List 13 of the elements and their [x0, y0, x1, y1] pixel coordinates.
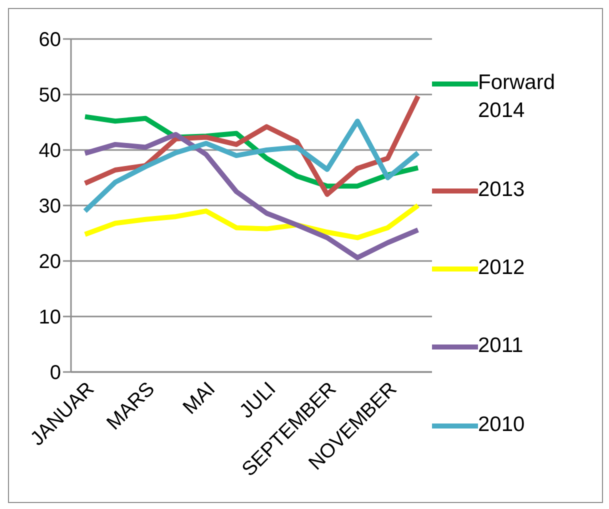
y-tick-label: 60 [38, 29, 61, 52]
legend-label: Forward 2014 [478, 70, 556, 124]
y-tick-label: 50 [38, 84, 61, 107]
y-tick-label: 10 [38, 306, 61, 329]
legend-label: 2012 [478, 254, 526, 281]
legend-label: 2013 [478, 176, 526, 203]
legend-label: 2011 [478, 333, 524, 360]
legend-label: 2010 [478, 412, 526, 438]
y-tick-label: 30 [38, 196, 61, 218]
y-tick-label: 40 [38, 140, 61, 162]
y-tick-label: 20 [38, 251, 61, 274]
y-tick-label: 0 [50, 362, 61, 384]
x-tick-label: MAI [178, 378, 220, 419]
